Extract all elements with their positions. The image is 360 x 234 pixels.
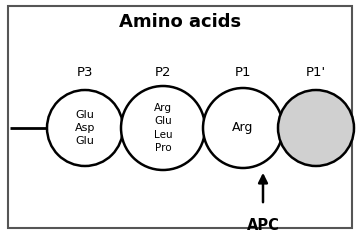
Text: P2: P2 — [155, 66, 171, 78]
Circle shape — [278, 90, 354, 166]
Text: Glu
Asp
Glu: Glu Asp Glu — [75, 110, 95, 146]
Text: Arg
Glu
Leu
Pro: Arg Glu Leu Pro — [154, 103, 172, 153]
Circle shape — [47, 90, 123, 166]
Text: P3: P3 — [77, 66, 93, 78]
Circle shape — [203, 88, 283, 168]
Text: P1': P1' — [306, 66, 326, 78]
Text: Amino acids: Amino acids — [119, 13, 241, 31]
Circle shape — [121, 86, 205, 170]
Text: P1: P1 — [235, 66, 251, 78]
Text: APC: APC — [247, 218, 279, 233]
Text: Arg: Arg — [232, 121, 254, 135]
